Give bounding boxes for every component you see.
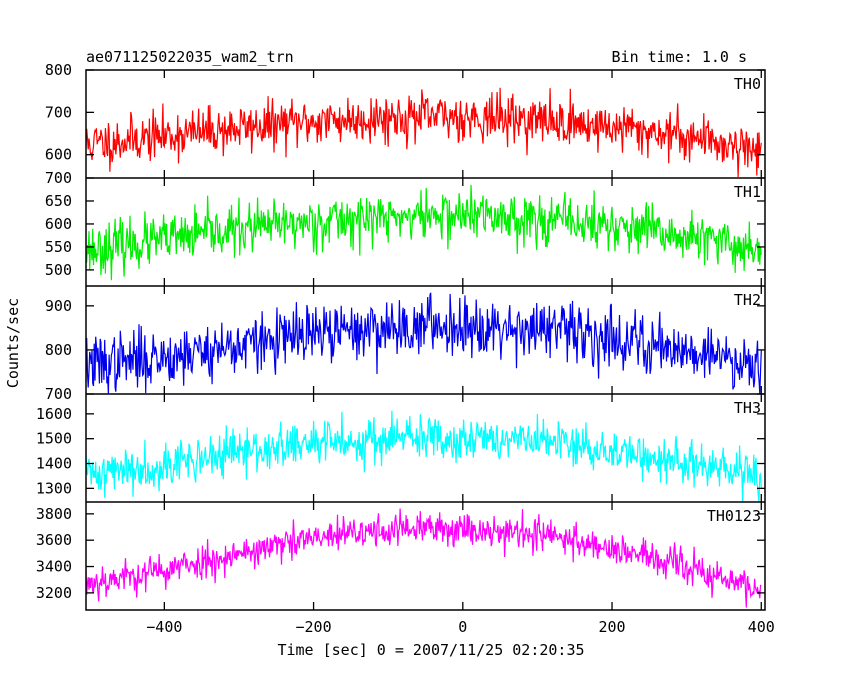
y-tick-label: 1300 [36, 479, 72, 497]
y-tick-label: 550 [45, 238, 72, 256]
y-tick-label: 900 [45, 297, 72, 315]
y-tick-label: 500 [45, 261, 72, 279]
y-tick-label: 800 [45, 341, 72, 359]
y-tick-label: 700 [45, 385, 72, 403]
y-tick-label: 600 [45, 146, 72, 164]
y-tick-label: 700 [45, 169, 72, 187]
x-tick-label: 0 [458, 618, 467, 636]
x-tick-label: 400 [748, 618, 775, 636]
x-tick-label: 200 [598, 618, 625, 636]
plot-frame [85, 69, 766, 611]
series-label: TH3 [734, 399, 761, 417]
x-tick-label: −400 [146, 618, 182, 636]
panel-th0: 600 700 800 TH0 [45, 61, 765, 179]
panel-th0123: 3200 3400 3600 3800 TH0123 [36, 505, 765, 608]
series-line-th0 [85, 87, 762, 178]
series-label: TH1 [734, 183, 761, 201]
y-tick-label: 1600 [36, 405, 72, 423]
y-tick-label: 3200 [36, 584, 72, 602]
y-tick-label: 600 [45, 215, 72, 233]
series-label: TH0123 [707, 507, 761, 525]
series-label: TH2 [734, 291, 761, 309]
y-tick-label: 700 [45, 103, 72, 121]
y-tick-label: 800 [45, 61, 72, 79]
series-line-th0123 [85, 508, 762, 608]
x-tick-label: −200 [296, 618, 332, 636]
bin-time-label: Bin time: 1.0 s [612, 48, 747, 66]
panel-th2: 700 800 900 TH2 [45, 291, 765, 403]
series-line-th1 [85, 184, 762, 281]
series-line-th2 [85, 292, 762, 395]
y-tick-label: 3600 [36, 531, 72, 549]
y-tick-label: 3800 [36, 505, 72, 523]
y-tick-label: 1400 [36, 455, 72, 473]
series-line-th3 [85, 410, 762, 503]
y-tick-label: 3400 [36, 558, 72, 576]
x-axis-label: Time [sec] 0 = 2007/11/25 02:20:35 [277, 641, 584, 659]
plot-title: ae071125022035_wam2_trn [86, 48, 294, 66]
y-axis-label: Counts/sec [4, 298, 22, 388]
panel-th3: 1300 1400 1500 1600 TH3 [36, 399, 765, 503]
series-label: TH0 [734, 75, 761, 93]
panel-stack: 600 700 800 TH0 500 550 600 650 700 TH1 700 800 900 T… [36, 61, 765, 608]
x-axis: −400 −200 0 200 400 [146, 70, 775, 636]
y-tick-label: 650 [45, 192, 72, 210]
y-tick-label: 1500 [36, 430, 72, 448]
panel-th1: 500 550 600 650 700 TH1 [45, 169, 765, 287]
